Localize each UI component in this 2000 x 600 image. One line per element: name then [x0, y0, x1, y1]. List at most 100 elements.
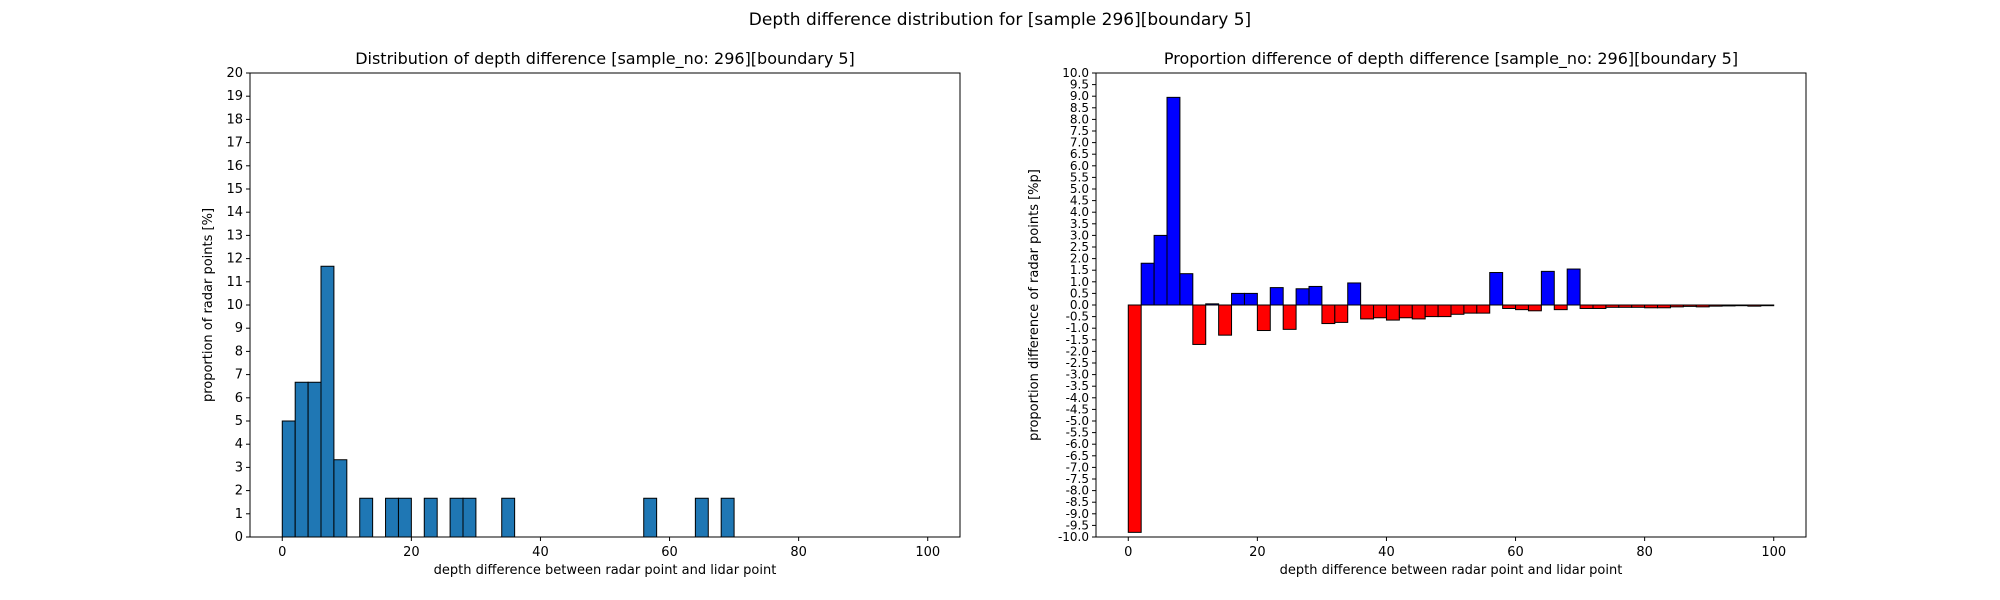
chart-title: Proportion difference of depth differenc…: [1164, 49, 1738, 69]
y-tick-label: 17: [226, 136, 243, 151]
bar: [1682, 304, 1697, 307]
y-tick-label: 10.0: [1062, 66, 1089, 80]
bar: [1269, 287, 1284, 306]
x-tick-label: 20: [403, 545, 420, 560]
bar: [720, 497, 735, 538]
x-axis-label: depth difference between radar point and…: [1280, 563, 1623, 578]
bar: [1437, 304, 1452, 318]
x-tick-label: 0: [278, 545, 286, 560]
y-tick-label: -3.0: [1066, 368, 1089, 382]
bar: [449, 497, 464, 538]
proportion-difference-chart: 0 20 40 60 80 100 -10.0-9.5-9.0-8.5-8.0-7.5-7.…: [1027, 49, 1807, 578]
y-tick-label: 12: [226, 252, 243, 267]
bar: [1540, 270, 1555, 306]
y-tick-label: -1.0: [1066, 321, 1089, 335]
y-tick-label: 8.0: [1070, 112, 1089, 126]
bars: [1127, 96, 1775, 533]
y-tick-label: 18: [226, 112, 243, 127]
bar: [1618, 304, 1633, 308]
y-tick-label: -2.0: [1066, 344, 1089, 358]
bar: [1282, 304, 1297, 330]
bar: [1334, 304, 1349, 323]
x-tick-label: 0: [1124, 545, 1132, 560]
bar: [1192, 304, 1207, 345]
y-tick-label: 0.0: [1070, 298, 1089, 312]
y-tick-label: -10.0: [1058, 530, 1089, 544]
y-tick-label: -0.5: [1066, 310, 1089, 324]
y-tick-label: 6.5: [1070, 147, 1089, 161]
y-tick-label: -6.0: [1066, 437, 1089, 451]
y-tick-label: -6.5: [1066, 449, 1089, 463]
bar: [320, 265, 335, 538]
x-tick-label: 80: [790, 545, 807, 560]
bar: [1489, 272, 1504, 306]
bar: [1179, 273, 1194, 306]
x-tick-label: 60: [1507, 545, 1524, 560]
bar: [1398, 304, 1413, 319]
x-axis-ticks: 0 20 40 60 80 100: [1124, 537, 1786, 560]
plot-frame: [249, 72, 961, 538]
y-tick-label: -3.5: [1066, 379, 1089, 393]
y-tick-label: 0.5: [1070, 286, 1089, 300]
y-tick-label: 6.0: [1070, 159, 1089, 173]
bars: [281, 265, 735, 538]
x-tick-label: 80: [1636, 545, 1653, 560]
bar: [1153, 234, 1168, 306]
y-tick-label: -5.0: [1066, 414, 1089, 428]
y-tick-label: 1: [235, 507, 243, 522]
bar: [1218, 304, 1233, 336]
distribution-chart: 0 20 40 60 80 1000123456789101112131415161718…: [201, 49, 961, 578]
y-tick-label: -9.5: [1066, 518, 1089, 532]
y-tick-label: -9.0: [1066, 507, 1089, 521]
bar: [1734, 304, 1749, 307]
bar: [1695, 304, 1710, 308]
bar: [1127, 304, 1142, 533]
x-tick-label: 100: [915, 545, 940, 560]
y-tick-label: 3: [235, 460, 243, 475]
x-axis-label: depth difference between radar point and…: [434, 563, 777, 578]
y-tick-label: -8.5: [1066, 495, 1089, 509]
bar: [1373, 304, 1387, 319]
y-tick-label: 8: [235, 344, 243, 359]
bar: [1760, 304, 1775, 307]
y-tick-label: 4.0: [1070, 205, 1089, 219]
bar: [1295, 288, 1310, 306]
bar: [1424, 304, 1439, 318]
y-tick-label: 20: [226, 66, 243, 81]
bar: [333, 459, 348, 538]
y-tick-label: 9.5: [1070, 78, 1089, 92]
y-tick-label: 7.5: [1070, 124, 1089, 138]
figure-title: Depth difference distribution for [sampl…: [748, 10, 1252, 30]
y-tick-label: 10: [226, 298, 243, 313]
y-tick-label: 19: [226, 89, 243, 104]
bar: [1205, 303, 1220, 306]
bar: [385, 497, 399, 538]
y-axis-label: proportion of radar points [%]: [201, 208, 216, 402]
bar: [1605, 304, 1620, 308]
y-tick-label: 15: [226, 182, 243, 197]
bar: [1592, 304, 1607, 309]
bar: [1669, 304, 1684, 308]
bar: [1140, 262, 1155, 306]
bar: [462, 497, 477, 538]
bar: [1476, 304, 1491, 314]
y-tick-label: -4.5: [1066, 402, 1089, 416]
y-tick-label: 6: [235, 391, 243, 406]
bar: [1644, 304, 1659, 309]
y-tick-label: 13: [226, 228, 243, 243]
bar: [1385, 304, 1400, 321]
bar: [1411, 304, 1426, 320]
y-tick-label: 1.5: [1070, 263, 1089, 277]
y-tick-label: 7: [235, 368, 243, 383]
chart-title: Distribution of depth difference [sample…: [355, 49, 855, 69]
y-tick-label: 1.0: [1070, 275, 1089, 289]
x-tick-label: 40: [532, 545, 549, 560]
bar: [1747, 304, 1762, 307]
bar: [359, 497, 374, 538]
y-tick-label: 7.0: [1070, 136, 1089, 150]
bar: [294, 381, 309, 538]
bar: [1721, 304, 1736, 307]
bar: [1347, 282, 1362, 306]
y-tick-label: 2.0: [1070, 252, 1089, 266]
bar: [1360, 304, 1375, 320]
